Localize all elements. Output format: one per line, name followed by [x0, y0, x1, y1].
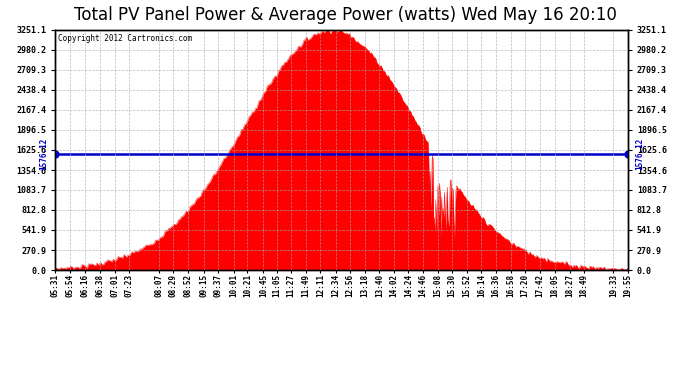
- Text: 1576.12: 1576.12: [39, 138, 48, 170]
- Text: 1576.12: 1576.12: [635, 138, 644, 170]
- Text: Copyright 2012 Cartronics.com: Copyright 2012 Cartronics.com: [58, 34, 193, 43]
- Text: Total PV Panel Power & Average Power (watts) Wed May 16 20:10: Total PV Panel Power & Average Power (wa…: [74, 6, 616, 24]
